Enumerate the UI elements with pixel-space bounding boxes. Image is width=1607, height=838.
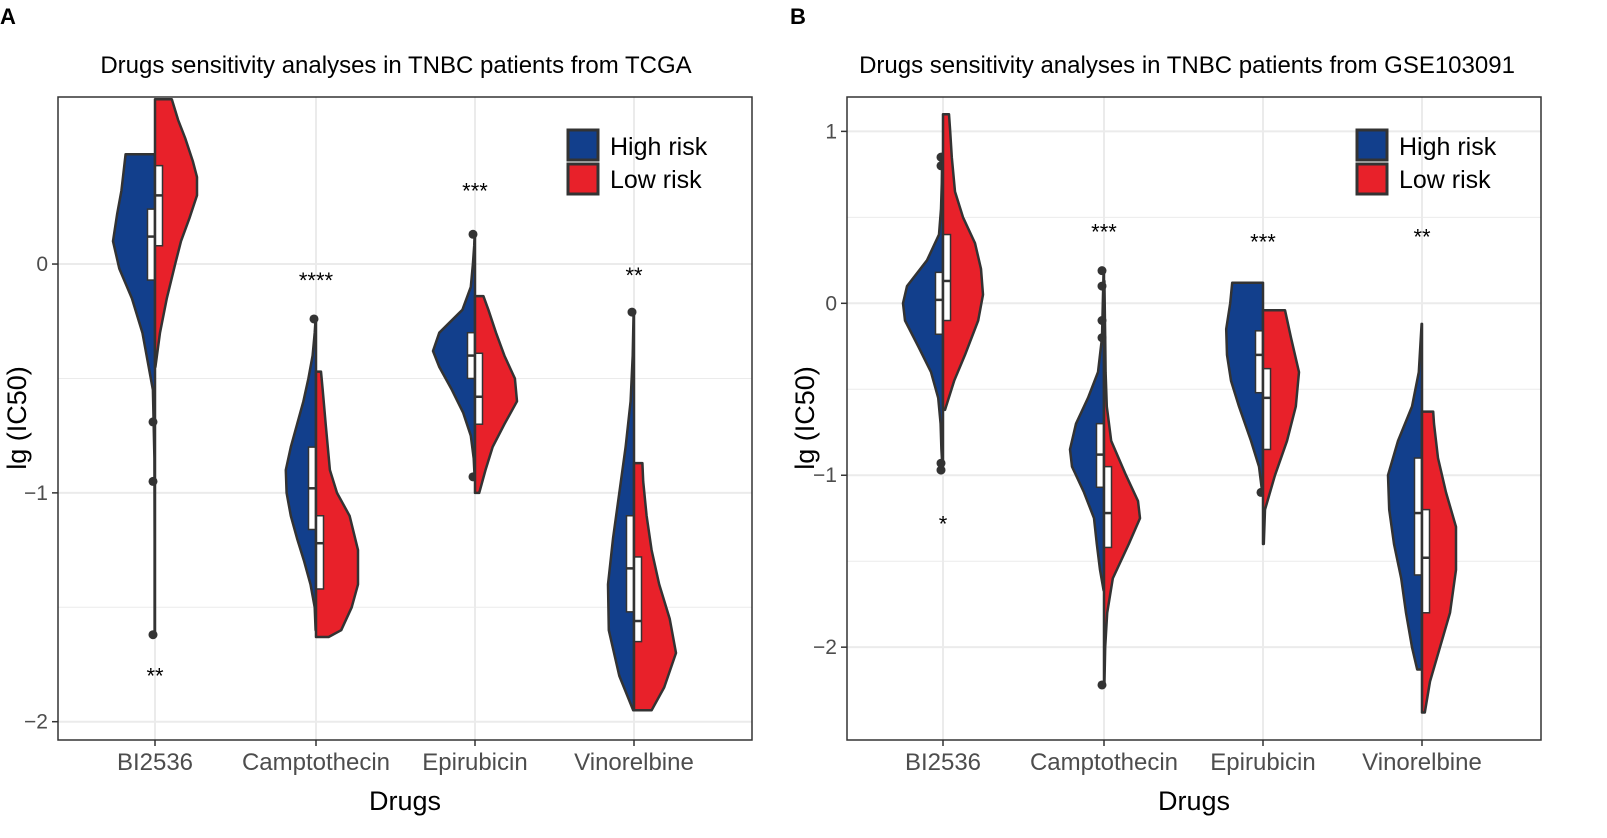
x-axis-title: Drugs <box>369 786 441 816</box>
y-tick-label: 0 <box>825 292 837 315</box>
significance-camptothecin: *** <box>1091 219 1117 244</box>
violin-camptothecin <box>284 314 360 639</box>
x-tick-label-bi2536: BI2536 <box>117 749 193 776</box>
violin-vinorelbine <box>1386 322 1458 714</box>
outlier-point <box>148 630 158 640</box>
outlier-point <box>148 476 158 486</box>
panel-b: B Drugs sensitivity analyses in TNBC pat… <box>790 4 1542 816</box>
violin-half-low-risk <box>1420 410 1458 714</box>
violin-half-high-risk <box>284 317 318 632</box>
outlier-point <box>936 458 946 468</box>
significance-bi2536: ** <box>146 664 164 689</box>
violin-bi2536 <box>901 112 985 475</box>
violins <box>901 112 1458 714</box>
outlier-point <box>309 314 319 324</box>
violin-half-low-risk <box>314 370 360 639</box>
x-tick-label-camptothecin: Camptothecin <box>242 749 390 776</box>
box-high-risk <box>934 271 944 336</box>
panel-a: A Drugs sensitivity analyses in TNBC pat… <box>0 4 753 816</box>
box-low-risk <box>1262 367 1272 451</box>
legend-key-high-risk <box>1355 128 1389 162</box>
box-low-risk <box>474 352 484 425</box>
legend-label-high-risk: High risk <box>610 133 708 161</box>
axis-ticks: 1 0 −1 −2 BI2536 Camptothecin Epirubicin Vinore… <box>813 120 1482 776</box>
chart-title: Drugs sensitivity analyses in TNBC patie… <box>100 52 691 79</box>
x-axis-title: Drugs <box>1158 786 1230 816</box>
significance-bi2536: * <box>939 512 948 537</box>
box-low-risk <box>1103 465 1113 549</box>
significance-camptothecin: **** <box>299 268 334 293</box>
panel-label: A <box>0 4 16 29</box>
violin-half-low-risk <box>1261 308 1301 546</box>
box-low-risk <box>633 556 643 643</box>
box-low-risk <box>315 515 325 590</box>
legend: High risk Low risk <box>566 128 708 196</box>
y-tick-label: −2 <box>24 711 48 734</box>
significance-vinorelbine: ** <box>625 263 643 288</box>
y-tick-label: −2 <box>813 636 837 659</box>
box-low-risk <box>154 164 164 247</box>
box-high-risk <box>1254 330 1264 394</box>
violin-half-low-risk <box>473 294 519 495</box>
significance-epirubicin: *** <box>1250 230 1276 255</box>
violin-half-low-risk <box>1102 279 1142 687</box>
legend-key-low-risk <box>566 162 600 196</box>
y-tick-label: −1 <box>24 482 48 505</box>
legend-key-low-risk <box>1355 162 1389 196</box>
x-tick-label-epirubicin: Epirubicin <box>1210 749 1315 776</box>
legend-label-low-risk: Low risk <box>1399 166 1491 194</box>
legend-label-high-risk: High risk <box>1399 133 1497 161</box>
significance-vinorelbine: ** <box>1413 225 1431 250</box>
panel-label: B <box>790 4 806 29</box>
outlier-point <box>468 229 478 239</box>
significance-labels: *********** <box>146 179 643 689</box>
x-tick-label-camptothecin: Camptothecin <box>1030 749 1178 776</box>
y-tick-label: −1 <box>813 464 837 487</box>
violin-vinorelbine <box>606 307 678 712</box>
y-tick-label: 1 <box>825 120 837 143</box>
significance-labels: **** *** ** <box>939 219 1431 536</box>
violin-epirubicin <box>431 229 519 495</box>
axis-ticks: 0 −1 −2 BI2536 Camptothecin Epirubicin Vinorel… <box>24 253 694 776</box>
violin-epirubicin <box>1224 281 1301 546</box>
plot-border <box>57 96 753 741</box>
plot-border <box>846 96 1542 741</box>
box-high-risk <box>625 515 635 613</box>
x-tick-label-bi2536: BI2536 <box>905 749 981 776</box>
significance-epirubicin: *** <box>462 179 488 204</box>
violin-half-low-risk <box>153 98 199 369</box>
legend-label-low-risk: Low risk <box>610 166 702 194</box>
violin-half-low-risk <box>632 461 678 712</box>
violin-bi2536 <box>111 98 199 640</box>
outlier-point <box>936 465 946 475</box>
violins <box>111 98 678 712</box>
violin-half-high-risk <box>1386 322 1424 671</box>
box-high-risk <box>146 208 156 281</box>
y-axis-title: lg (IC50) <box>790 366 820 470</box>
violin-half-high-risk <box>1224 281 1265 494</box>
chart-title: Drugs sensitivity analyses in TNBC patie… <box>859 52 1515 79</box>
x-tick-label-vinorelbine: Vinorelbine <box>1362 749 1482 776</box>
outlier-point <box>148 417 158 427</box>
violin-half-high-risk <box>431 233 477 479</box>
x-tick-label-epirubicin: Epirubicin <box>422 749 527 776</box>
legend: High risk Low risk <box>1355 128 1497 196</box>
box-high-risk <box>1413 457 1423 576</box>
box-low-risk <box>1421 508 1431 614</box>
outlier-point <box>1097 266 1107 276</box>
y-tick-label: 0 <box>36 253 48 276</box>
x-tick-label-vinorelbine: Vinorelbine <box>574 749 694 776</box>
outlier-point <box>627 307 637 317</box>
violin-half-high-risk <box>111 152 157 639</box>
y-axis-title: lg (IC50) <box>2 366 32 470</box>
violin-half-low-risk <box>941 112 985 412</box>
violin-camptothecin <box>1068 266 1142 690</box>
legend-key-high-risk <box>566 128 600 162</box>
box-low-risk <box>942 233 952 322</box>
